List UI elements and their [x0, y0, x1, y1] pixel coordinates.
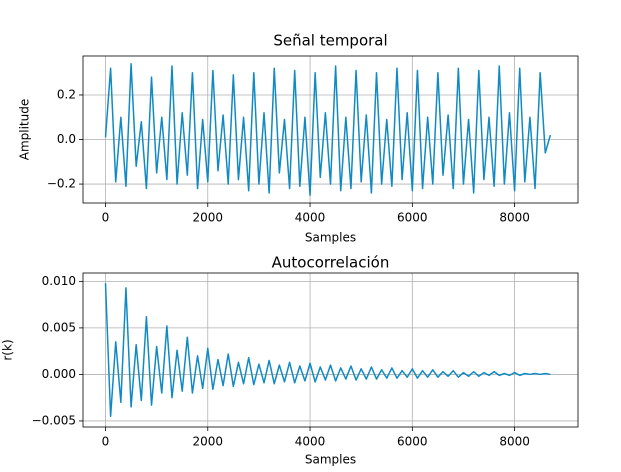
- x-tick-label: 8000: [499, 435, 530, 449]
- y-tick-label: 0.0: [57, 132, 76, 146]
- y-axis-label: Amplitude: [18, 99, 32, 161]
- x-tick-label: 6000: [397, 211, 428, 225]
- x-tick-label: 0: [102, 211, 110, 225]
- axes-frame: [82, 272, 579, 428]
- signal-line: [104, 283, 551, 418]
- x-tick-label: 8000: [499, 211, 530, 225]
- x-tick-label: 4000: [295, 435, 326, 449]
- x-axis-label: Samples: [305, 231, 356, 245]
- chart-title: Señal temporal: [273, 32, 387, 50]
- x-tick-label: 2000: [192, 211, 223, 225]
- chart-title: Autocorrelación: [272, 254, 390, 272]
- y-axis-label: r(k): [1, 339, 15, 360]
- x-tick-label: 2000: [192, 435, 223, 449]
- y-tick-label: 0.005: [42, 320, 76, 334]
- y-tick-label: 0.010: [42, 274, 76, 288]
- x-tick-label: 0: [102, 435, 110, 449]
- x-tick-label: 4000: [295, 211, 326, 225]
- x-axis-label: Samples: [305, 453, 356, 467]
- y-tick-label: 0.2: [57, 87, 76, 101]
- signal-line: [104, 63, 552, 196]
- axes-frame: [82, 55, 579, 204]
- y-tick-label: −0.005: [32, 413, 76, 427]
- x-tick-label: 6000: [397, 435, 428, 449]
- y-tick-label: −0.2: [47, 177, 76, 191]
- y-tick-label: 0.000: [42, 367, 76, 381]
